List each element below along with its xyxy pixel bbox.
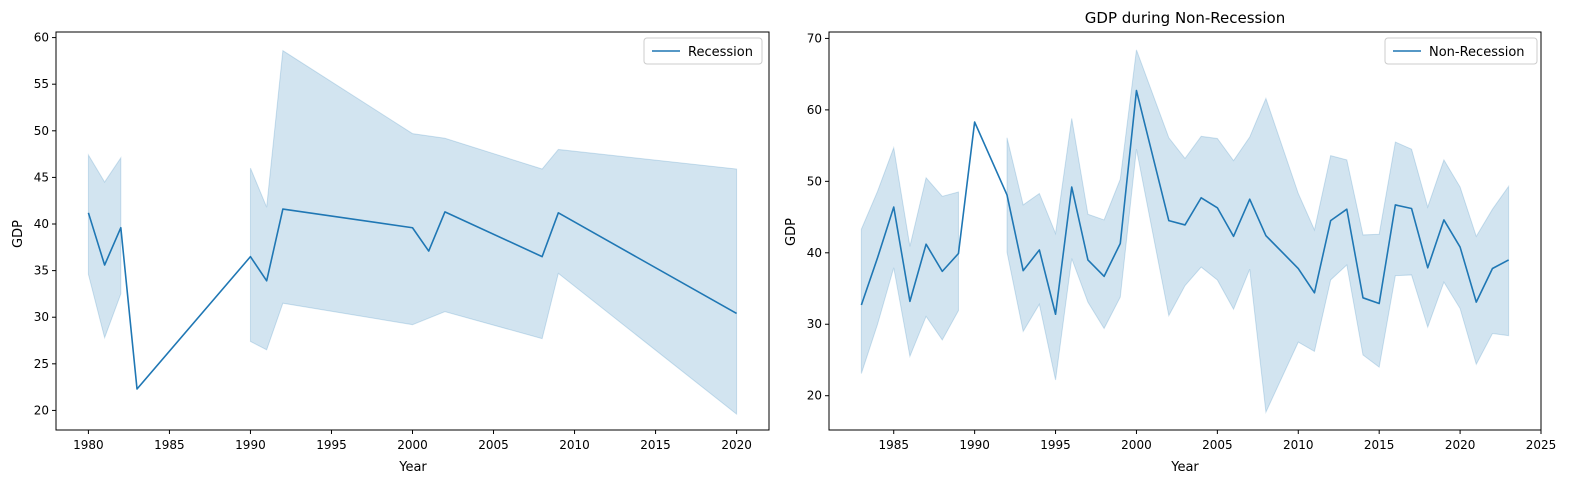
- x-tick-label: 1980: [73, 438, 104, 452]
- y-tick-label: 60: [34, 31, 49, 45]
- y-tick-label: 50: [807, 174, 822, 188]
- ci-band: [249, 49, 738, 416]
- x-tick-label: 2000: [1121, 438, 1152, 452]
- y-tick-label: 30: [807, 317, 822, 331]
- x-tick-label: 1990: [959, 438, 990, 452]
- x-tick-label: 2015: [1364, 438, 1395, 452]
- series-line-layer: [87, 208, 737, 390]
- legend-box: [1384, 37, 1538, 65]
- confidence-band: [87, 49, 738, 416]
- legend-box: [643, 37, 763, 65]
- x-tick-label: 1995: [1040, 438, 1071, 452]
- y-tick-label: 25: [34, 357, 49, 371]
- axes-frame: [828, 31, 1542, 431]
- x-tick-label: 2020: [721, 438, 752, 452]
- x-tick-label: 2005: [478, 438, 509, 452]
- tick-layer: 1980 1985 1990 1995 2000 2005 2010 2015 20202025…: [34, 31, 752, 452]
- y-tick-label: 45: [34, 170, 49, 184]
- x-tick-label: 1995: [316, 438, 347, 452]
- axes-frame: [55, 31, 770, 431]
- series-line: [860, 89, 1510, 316]
- chart-non-recession: GDP during Non-Recession 1985 1990 1995 200…: [784, 9, 1556, 475]
- chart-title: GDP during Non-Recession: [1085, 9, 1285, 27]
- x-tick-label: 2000: [397, 438, 428, 452]
- ci-band: [87, 153, 122, 340]
- x-tick-label: 1985: [154, 438, 185, 452]
- legend: Recession: [643, 37, 763, 65]
- y-tick-label: 35: [34, 264, 49, 278]
- y-tick-label: 55: [34, 77, 49, 91]
- x-tick-label: 2015: [640, 438, 671, 452]
- series-line-layer: [860, 89, 1510, 316]
- x-axis-label: Year: [398, 460, 427, 475]
- chart-recession: 1980 1985 1990 1995 2000 2005 2010 2015 20202025…: [11, 31, 770, 475]
- x-tick-label: 1985: [878, 438, 909, 452]
- y-tick-label: 50: [34, 124, 49, 138]
- x-axis-label: Year: [1170, 460, 1199, 475]
- y-axis-label: GDP: [11, 220, 26, 248]
- y-tick-label: 30: [34, 310, 49, 324]
- y-tick-label: 40: [807, 246, 822, 260]
- x-tick-label: 2005: [1202, 438, 1233, 452]
- x-tick-label: 2025: [1526, 438, 1557, 452]
- ci-band: [860, 145, 959, 374]
- x-tick-label: 2020: [1445, 438, 1476, 452]
- y-tick-label: 40: [34, 217, 49, 231]
- series-line: [87, 208, 737, 390]
- legend-label: Recession: [688, 45, 753, 60]
- legend-label: Non-Recession: [1429, 45, 1525, 60]
- ci-band: [1006, 49, 1510, 414]
- y-tick-label: 20: [34, 403, 49, 417]
- legend: Non-Recession: [1384, 37, 1538, 65]
- tick-layer: 1985 1990 1995 2000 2005 2010 2015 2020 20252030…: [807, 31, 1557, 452]
- y-axis-label: GDP: [784, 218, 799, 246]
- y-tick-label: 60: [807, 103, 822, 117]
- x-tick-label: 2010: [559, 438, 590, 452]
- x-tick-label: 2010: [1283, 438, 1314, 452]
- y-tick-label: 20: [807, 389, 822, 403]
- x-tick-label: 1990: [235, 438, 266, 452]
- confidence-band: [860, 49, 1510, 414]
- y-tick-label: 70: [807, 31, 822, 45]
